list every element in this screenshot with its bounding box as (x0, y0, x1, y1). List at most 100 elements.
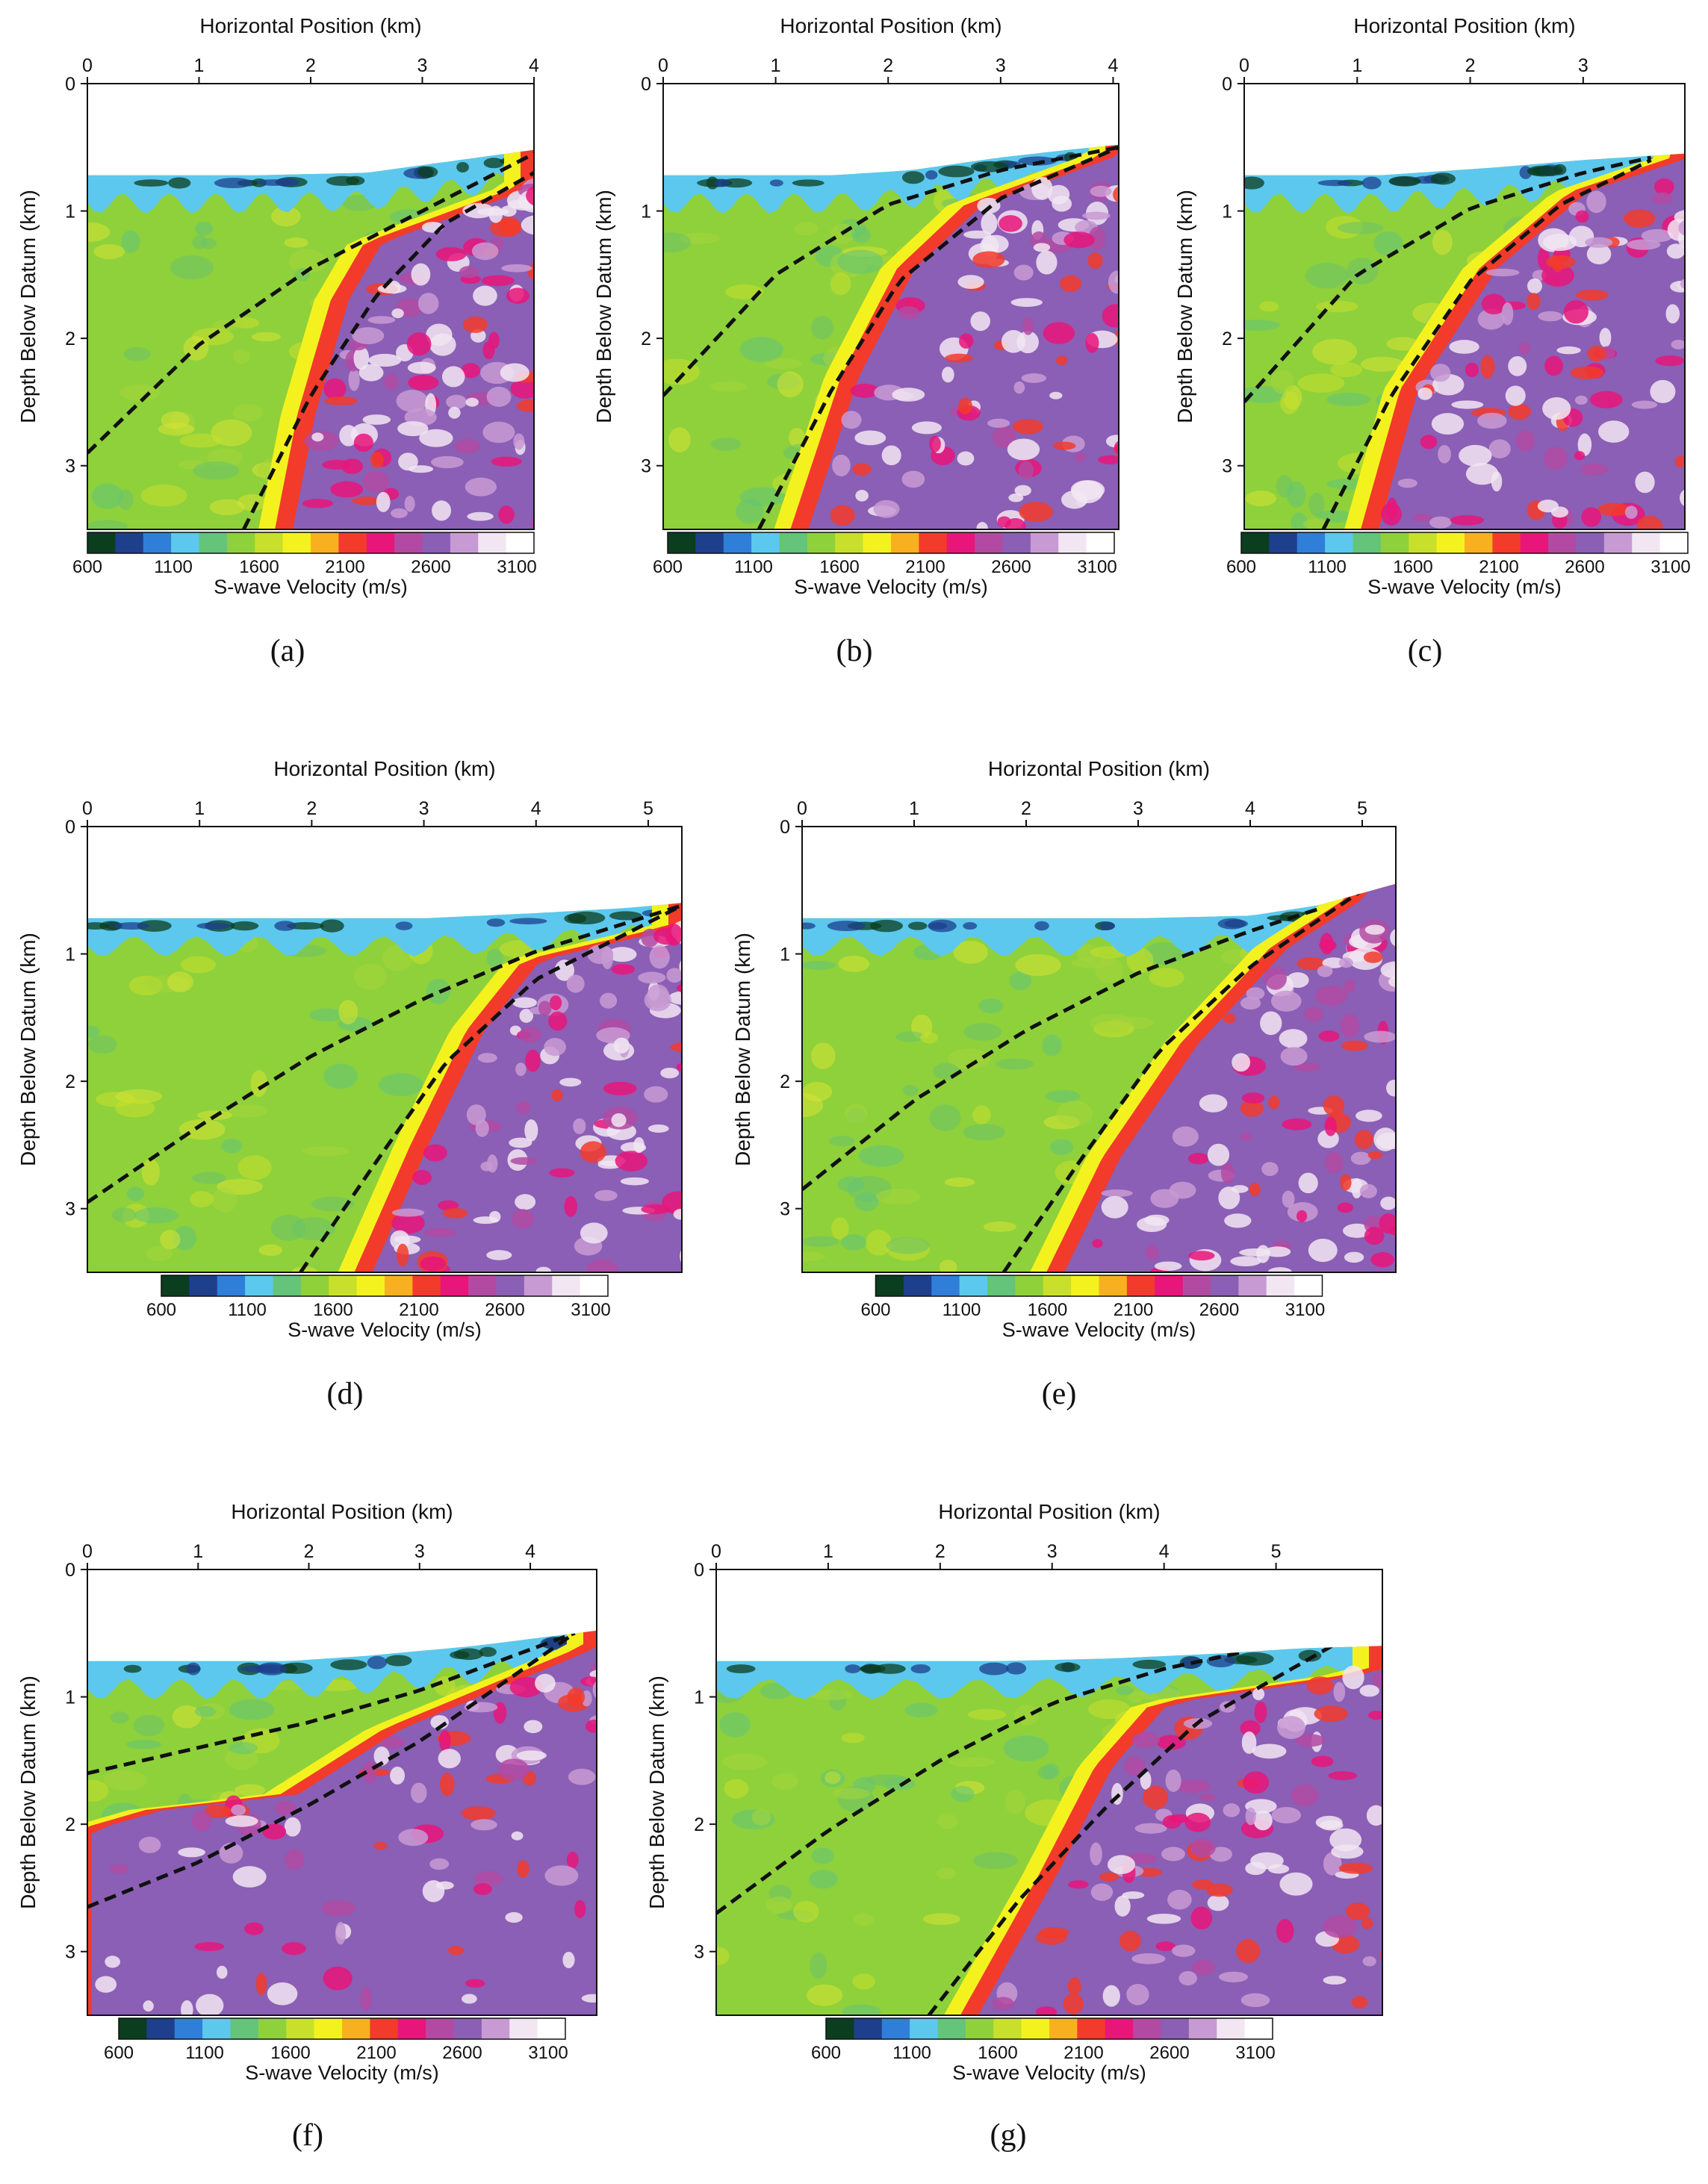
colorbar-swatch (1049, 2018, 1078, 2039)
y-tick-label: 0 (65, 74, 75, 95)
sediment-texture (91, 483, 124, 509)
dashed-fault-line (87, 1631, 576, 1776)
basement-texture (1220, 1162, 1235, 1184)
colorbar-tick-label: 3100 (1285, 1300, 1325, 1320)
y-tick-label: 2 (65, 1814, 75, 1835)
colorbar-tick-label: 3100 (497, 557, 536, 577)
y-axis-label: Depth Below Datum (km) (731, 933, 754, 1166)
colorbar-frame (118, 2017, 566, 2040)
basement-texture (1146, 1913, 1181, 1924)
y-axis-label: Depth Below Datum (km) (1173, 190, 1196, 423)
x-tick-label: 3 (414, 1541, 425, 1562)
basement-texture (1542, 396, 1571, 420)
basement-texture (559, 1077, 582, 1087)
y-tick-label: 1 (65, 202, 75, 223)
sediment-texture (841, 1233, 867, 1251)
basement-texture (311, 432, 324, 442)
basement-texture (1670, 281, 1685, 293)
x-axis-label: Horizontal Position (km) (231, 1500, 453, 1523)
basement-texture (852, 463, 872, 476)
sediment-texture (939, 1260, 957, 1272)
sediment-texture (1386, 337, 1420, 351)
sediment-texture (87, 1035, 117, 1054)
y-tick-label: 3 (694, 1942, 704, 1963)
basement-texture (480, 1161, 493, 1172)
sediment-texture (828, 1136, 855, 1147)
basement-texture (1515, 430, 1535, 452)
colorbar-swatch (1211, 1275, 1240, 1296)
basement-texture (1417, 387, 1432, 400)
basement-texture (1384, 1682, 1396, 1695)
colorbar-frame (875, 1275, 1323, 1297)
basement-texture (196, 1994, 224, 2015)
colorbar-swatch (115, 532, 144, 553)
y-tick-label: 2 (1222, 329, 1232, 349)
basement-texture (1021, 373, 1047, 383)
near-surface-blob (1132, 1659, 1167, 1670)
colorbar-frame (825, 2017, 1273, 2040)
sediment-texture (338, 1000, 358, 1024)
basement-texture (282, 1942, 306, 1956)
basement-texture (352, 327, 385, 345)
basement-texture (1311, 1755, 1334, 1767)
basement-texture (638, 971, 666, 984)
sediment-texture (1270, 370, 1294, 394)
basement-texture (1337, 1202, 1354, 1213)
colorbar-swatch (1353, 532, 1382, 553)
basement-texture (1071, 480, 1103, 503)
basement-texture (439, 1729, 451, 1752)
basement-texture (1207, 1143, 1230, 1166)
sediment-texture (309, 1008, 344, 1022)
basement-texture (1627, 239, 1661, 250)
x-tick-label: 1 (1352, 55, 1362, 76)
colorbar-tick-label: 2600 (485, 1300, 524, 1320)
near-surface-blob (1388, 175, 1421, 187)
basement-texture (1340, 1174, 1352, 1191)
basement-texture (1055, 355, 1068, 366)
sediment-texture (902, 1084, 919, 1097)
basement-texture (580, 1141, 606, 1163)
basement-texture (335, 1921, 347, 1945)
basement-texture (1279, 1872, 1313, 1896)
basement-texture (465, 397, 479, 407)
sediment-texture (968, 1708, 1007, 1720)
sediment-texture (126, 1186, 145, 1201)
sediment-texture (158, 423, 195, 436)
sediment-texture (1003, 1735, 1049, 1762)
colorbar-swatch (835, 532, 864, 553)
sediment-texture (764, 358, 802, 370)
near-surface-blob (367, 1655, 388, 1670)
near-surface-blob (509, 918, 547, 924)
basement-texture (544, 1865, 579, 1886)
sediment-texture (232, 404, 263, 422)
basement-texture (1359, 1684, 1379, 1697)
near-surface-blob (827, 921, 866, 931)
subfigure-label: (g) (990, 2118, 1027, 2153)
sediment-texture (232, 349, 250, 364)
colorbar-swatch (119, 2018, 148, 2039)
basement-texture (360, 1987, 372, 2011)
colorbar-tick-label: 1100 (734, 557, 773, 577)
basement-texture (330, 481, 364, 498)
basement-texture (497, 1758, 530, 1781)
colorbar-swatch (202, 2018, 232, 2039)
basement-texture (1119, 1930, 1141, 1952)
basement-texture (373, 1842, 388, 1850)
near-surface-blob (769, 179, 783, 187)
sediment-texture (1004, 1790, 1025, 1814)
basement-texture (850, 383, 880, 398)
basement-texture (1254, 1701, 1267, 1723)
sediment-texture (825, 1771, 841, 1785)
basement-texture (510, 1157, 538, 1166)
near-surface-blob (901, 171, 925, 184)
basement-texture (486, 386, 512, 407)
x-tick-label: 4 (1245, 798, 1255, 819)
colorbar-tick-label: 1100 (892, 2043, 931, 2063)
colorbar-swatch (807, 532, 836, 553)
basement-texture (521, 215, 534, 235)
basement-texture (1049, 391, 1063, 399)
near-surface-blob (726, 1664, 756, 1673)
dashed-fault-line (757, 146, 1119, 529)
colorbar-swatch (509, 2018, 538, 2039)
x-tick-label: 3 (417, 55, 428, 76)
